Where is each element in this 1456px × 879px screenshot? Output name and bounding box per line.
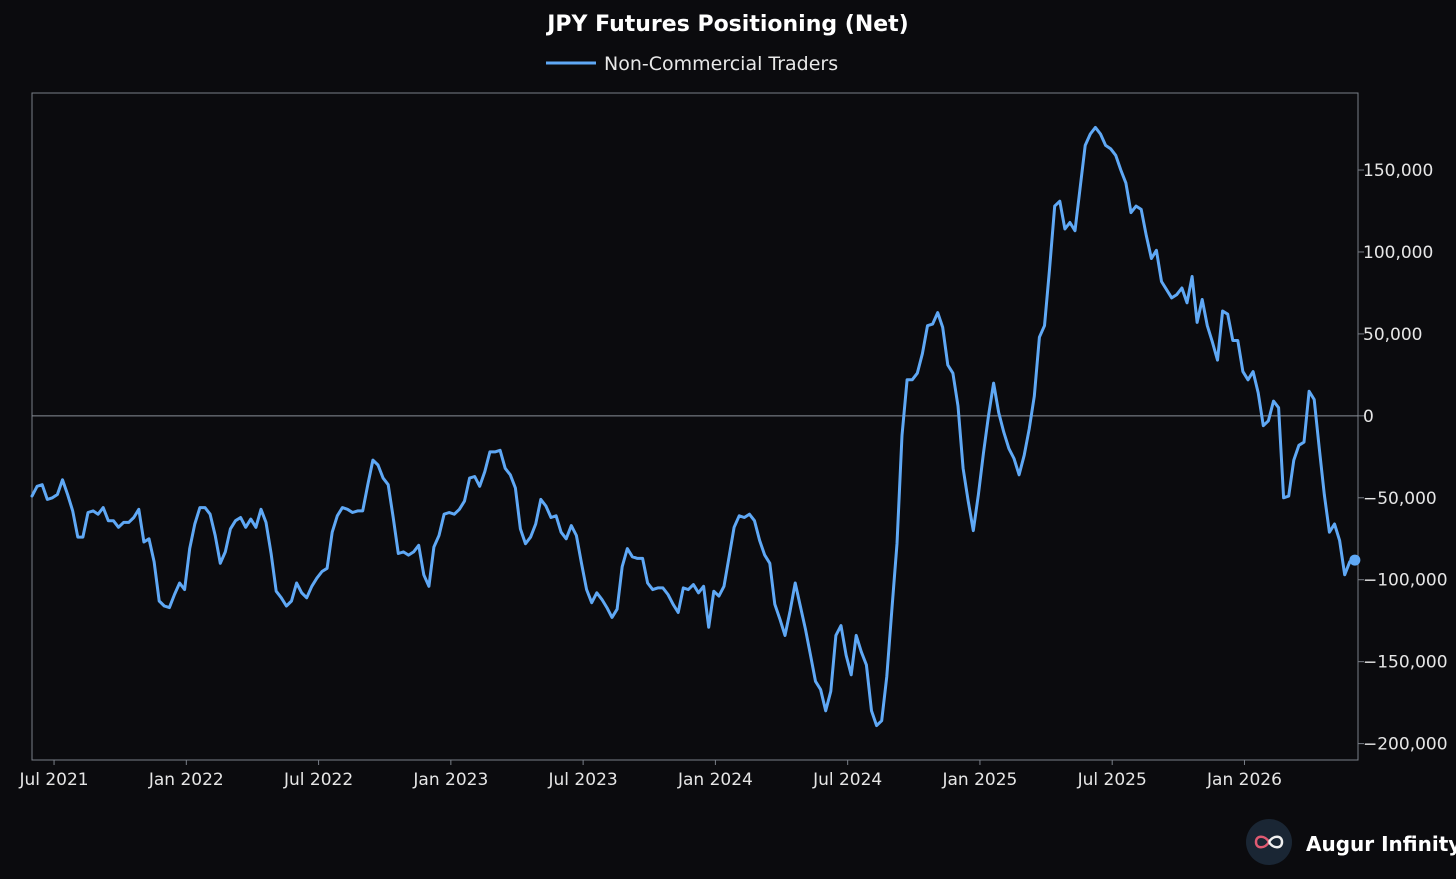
legend: Non-Commercial Traders (546, 53, 838, 75)
x-tick-label: Jul 2021 (18, 770, 88, 790)
x-tick-label: Jul 2023 (548, 770, 618, 790)
y-tick-label: −200,000 (1363, 735, 1448, 755)
y-tick-label: −150,000 (1363, 653, 1448, 673)
y-tick-label: 150,000 (1363, 161, 1433, 181)
plot-area (31, 92, 1359, 761)
legend-label: Non-Commercial Traders (604, 53, 838, 75)
x-tick-label: Jul 2022 (283, 770, 353, 790)
brand-name: Augur Infinity (1306, 832, 1456, 856)
brand: Augur Infinity (1246, 819, 1456, 865)
x-tick-label: Jan 2024 (677, 770, 753, 790)
y-tick-label: 50,000 (1363, 325, 1422, 345)
y-tick-label: 0 (1363, 407, 1374, 427)
infinity-icon (1254, 835, 1284, 849)
x-tick-label: Jul 2025 (1077, 770, 1147, 790)
y-tick-label: 100,000 (1363, 243, 1433, 263)
x-axis: Jul 2021 Jan 2022 Jul 2022 Jan 2023 Jul 2023… (18, 760, 1282, 790)
x-tick-label: Jul 2024 (812, 770, 882, 790)
x-tick-label: Jan 2026 (1206, 770, 1282, 790)
y-tick-label: −50,000 (1363, 489, 1437, 509)
x-tick-label: Jan 2023 (412, 770, 488, 790)
series-line-non-commercial (30, 125, 1357, 728)
x-tick-label: Jan 2022 (148, 770, 224, 790)
chart-title: JPY Futures Positioning (Net) (545, 12, 908, 37)
last-point-marker (1349, 554, 1361, 566)
y-tick-label: −100,000 (1363, 571, 1448, 591)
y-axis: 150,000 100,000 50,000 0 −50,000 −100,000 −150… (1358, 161, 1448, 755)
x-tick-label: Jan 2025 (941, 770, 1017, 790)
